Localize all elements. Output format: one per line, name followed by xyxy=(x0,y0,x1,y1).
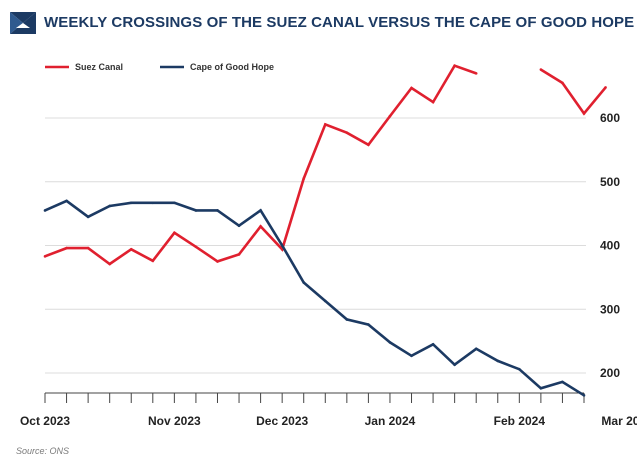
y-tick-label-400: 400 xyxy=(600,239,620,253)
series-line-suez-canal xyxy=(44,64,477,266)
data-point-cape-of-good-hope xyxy=(280,244,284,247)
data-point-suez-canal xyxy=(431,100,435,104)
data-point-suez-canal xyxy=(86,246,90,250)
data-point-suez-canal xyxy=(323,123,327,126)
source-note: Source: ONS xyxy=(16,446,70,456)
x-tick-label: Dec 2023 xyxy=(256,414,308,428)
data-point-cape-of-good-hope xyxy=(216,209,219,212)
data-point-suez-canal xyxy=(561,81,564,85)
x-tick-label: Nov 2023 xyxy=(148,414,201,428)
data-point-suez-canal xyxy=(367,143,370,147)
data-point-cape-of-good-hope xyxy=(539,387,543,390)
chart-header: WEEKLY CROSSINGS OF THE SUEZ CANAL VERSU… xyxy=(0,0,637,44)
data-point-suez-canal xyxy=(302,177,306,180)
data-point-suez-canal xyxy=(194,245,198,249)
data-point-suez-canal xyxy=(453,64,456,68)
data-point-cape-of-good-hope xyxy=(302,281,306,284)
data-point-suez-canal xyxy=(474,72,478,75)
data-point-cape-of-good-hope xyxy=(108,204,111,208)
data-point-cape-of-good-hope xyxy=(582,394,586,397)
data-point-cape-of-good-hope xyxy=(388,341,392,344)
data-point-cape-of-good-hope xyxy=(173,201,176,205)
data-point-cape-of-good-hope xyxy=(496,359,500,363)
data-point-cape-of-good-hope xyxy=(151,201,155,205)
data-point-cape-of-good-hope xyxy=(86,215,90,219)
legend-label-cape-of-good-hope: Cape of Good Hope xyxy=(190,62,274,72)
data-point-suez-canal xyxy=(129,248,133,251)
data-point-cape-of-good-hope xyxy=(474,347,478,351)
data-point-cape-of-good-hope xyxy=(129,201,133,205)
data-point-cape-of-good-hope xyxy=(237,224,241,228)
legend-label-suez-canal: Suez Canal xyxy=(75,62,123,72)
y-tick-label-200: 200 xyxy=(600,366,620,380)
y-tick-label-600: 600 xyxy=(600,111,620,125)
data-point-suez-canal xyxy=(345,131,349,134)
data-point-cape-of-good-hope xyxy=(431,343,435,346)
data-point-suez-canal xyxy=(173,231,176,235)
series-line-suez-canal xyxy=(540,68,607,116)
data-point-suez-canal xyxy=(539,68,543,71)
data-point-cape-of-good-hope xyxy=(323,299,327,303)
data-point-suez-canal xyxy=(151,259,155,263)
series-line-cape-of-good-hope xyxy=(44,199,585,397)
data-point-suez-canal xyxy=(410,86,413,90)
data-point-cape-of-good-hope xyxy=(194,209,198,212)
x-tick-label: Feb 2024 xyxy=(494,414,546,428)
data-point-suez-canal xyxy=(65,246,68,250)
data-point-suez-canal xyxy=(216,260,219,263)
data-point-suez-canal xyxy=(604,86,607,89)
x-tick-label: Mar 2024 xyxy=(601,414,637,428)
data-point-cape-of-good-hope xyxy=(453,363,456,367)
data-point-cape-of-good-hope xyxy=(410,354,413,358)
data-point-suez-canal xyxy=(237,253,241,256)
data-point-cape-of-good-hope xyxy=(367,323,370,326)
data-point-cape-of-good-hope xyxy=(345,318,349,321)
x-tick-label: Jan 2024 xyxy=(365,414,416,428)
data-point-cape-of-good-hope xyxy=(561,380,564,384)
data-point-suez-canal xyxy=(108,262,111,266)
data-point-suez-canal xyxy=(388,114,392,118)
data-point-cape-of-good-hope xyxy=(43,209,47,212)
x-tick-label: Oct 2023 xyxy=(20,414,70,428)
data-point-cape-of-good-hope xyxy=(518,367,521,371)
data-point-suez-canal xyxy=(582,112,586,115)
y-tick-label-300: 300 xyxy=(600,302,620,316)
data-point-cape-of-good-hope xyxy=(65,199,68,203)
chart-title: WEEKLY CROSSINGS OF THE SUEZ CANAL VERSU… xyxy=(44,14,635,31)
logo-icon xyxy=(10,12,36,34)
data-point-suez-canal xyxy=(43,255,47,258)
data-point-suez-canal xyxy=(259,225,262,228)
data-point-cape-of-good-hope xyxy=(259,209,262,212)
y-tick-label-500: 500 xyxy=(600,175,620,189)
